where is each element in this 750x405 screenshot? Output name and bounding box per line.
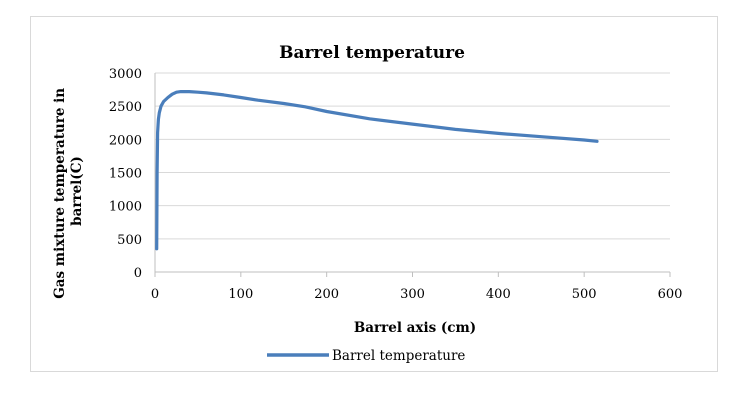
grid-lines (155, 72, 670, 240)
x-tick-label-400: 400 (486, 287, 511, 302)
chart-frame: Barrel temperature 0 500 1000 1500 2000 2500 3… (30, 16, 718, 372)
legend-label: Barrel temperature (332, 348, 465, 364)
y-tick-label-1500: 1500 (109, 167, 142, 182)
y-tick-label-1000: 1000 (109, 200, 142, 215)
x-tick-labels: 0 100 200 300 400 500 600 (151, 287, 683, 302)
y-tick-label-2500: 2500 (109, 100, 142, 115)
y-axis-title: Gas mixture temperature in barrel(C) (52, 83, 85, 299)
legend: Barrel temperature (267, 348, 465, 364)
x-tick-label-100: 100 (228, 287, 253, 302)
series-line-0 (155, 89, 599, 251)
y-axis-title-line-1: Gas mixture temperature in (52, 88, 68, 299)
y-tick-label-2000: 2000 (109, 133, 142, 148)
x-tick-label-300: 300 (400, 287, 425, 302)
y-tick-label-500: 500 (117, 233, 142, 248)
x-tick-label-500: 500 (572, 287, 597, 302)
y-tick-label-0: 0 (134, 266, 142, 281)
y-tick-label-3000: 3000 (109, 67, 142, 82)
x-tick-label-600: 600 (658, 287, 683, 302)
axes (154, 73, 671, 277)
y-axis-title-line-2: barrel(C) (69, 156, 85, 226)
x-tick-label-200: 200 (314, 287, 339, 302)
x-tick-label-0: 0 (151, 287, 159, 302)
chart-svg: Barrel temperature 050010001500200025003… (52, 43, 683, 364)
x-axis-title: Barrel axis (cm) (354, 320, 476, 336)
chart-title: Barrel temperature (279, 43, 465, 63)
y-tick-labels: 0 500 1000 1500 2000 2500 3000 (109, 67, 142, 281)
series-lines (155, 89, 599, 251)
